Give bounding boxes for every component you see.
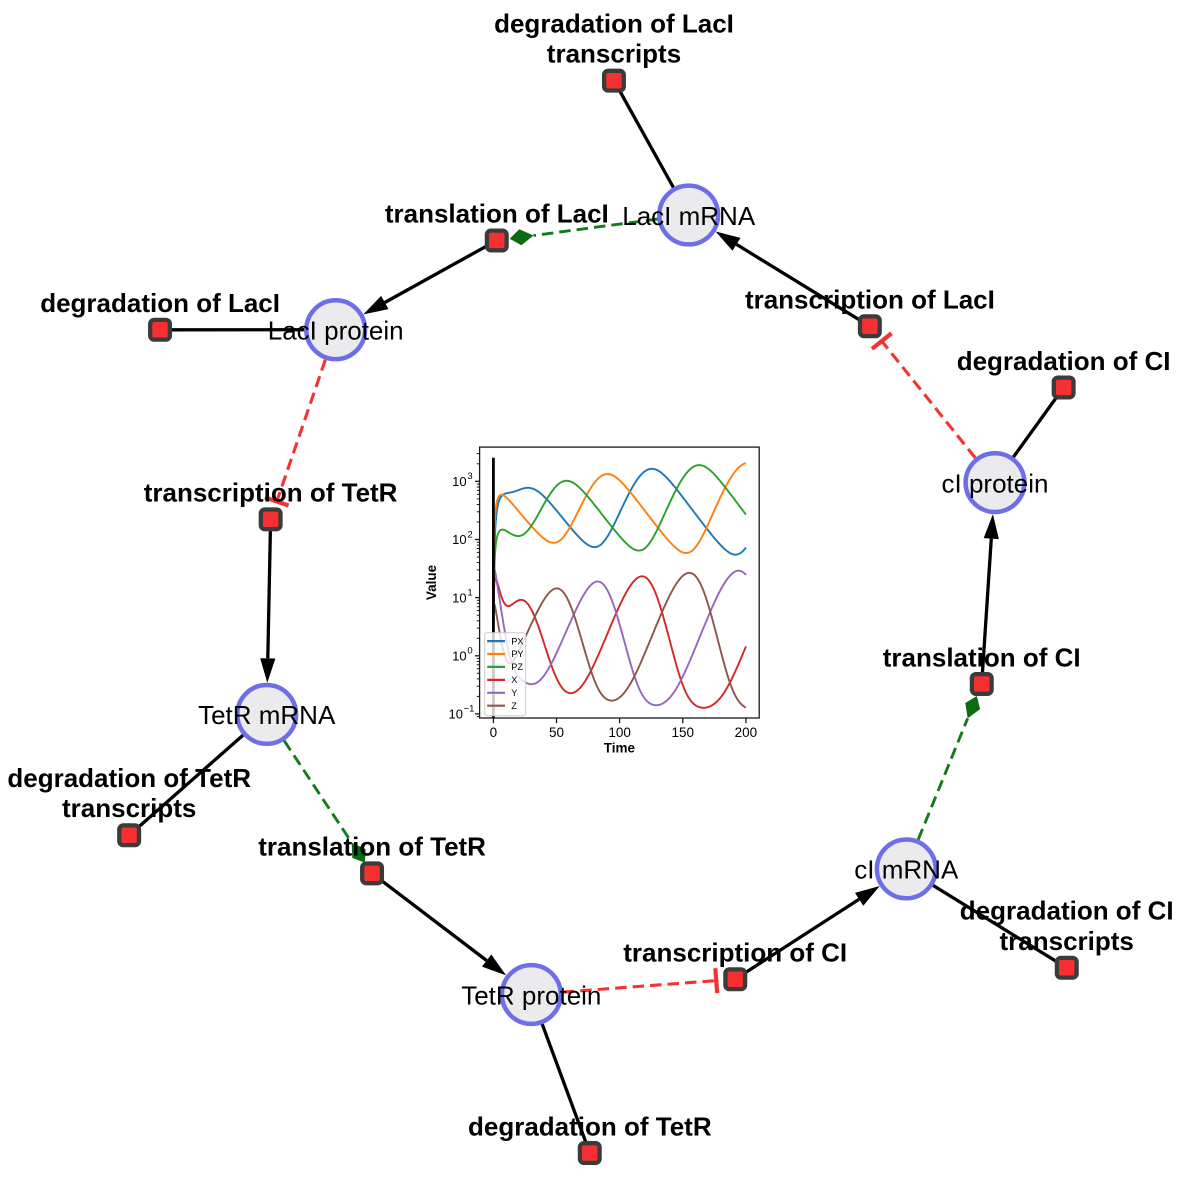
svg-text:degradation of CI: degradation of CI <box>960 896 1174 926</box>
svg-text:degradation of TetR: degradation of TetR <box>468 1111 712 1141</box>
svg-text:Time: Time <box>604 741 636 756</box>
svg-text:transcripts: transcripts <box>547 39 681 69</box>
svg-text:1: 1 <box>467 587 472 598</box>
svg-text:transcripts: transcripts <box>62 793 196 823</box>
svg-text:0: 0 <box>490 725 498 740</box>
svg-text:PX: PX <box>511 636 523 646</box>
svg-text:2: 2 <box>467 529 472 540</box>
svg-text:10: 10 <box>452 474 466 489</box>
svg-text:PZ: PZ <box>511 662 523 672</box>
svg-text:transcripts: transcripts <box>1000 926 1134 956</box>
svg-text:Z: Z <box>511 701 517 711</box>
svg-text:10: 10 <box>452 649 466 664</box>
svg-text:LacI protein: LacI protein <box>268 316 404 346</box>
svg-text:Value: Value <box>424 564 439 600</box>
svg-text:translation of LacI: translation of LacI <box>385 199 609 229</box>
svg-text:transcription of TetR: transcription of TetR <box>144 478 398 508</box>
svg-text:cI mRNA: cI mRNA <box>854 855 959 885</box>
svg-text:3: 3 <box>467 471 472 482</box>
svg-text:X: X <box>511 675 517 685</box>
svg-text:150: 150 <box>672 725 695 740</box>
svg-text:50: 50 <box>549 725 564 740</box>
svg-text:cI protein: cI protein <box>942 468 1049 498</box>
svg-text:−1: −1 <box>464 704 475 715</box>
svg-text:transcription of CI: transcription of CI <box>623 938 847 968</box>
svg-text:10: 10 <box>452 590 466 605</box>
svg-text:10: 10 <box>449 707 463 722</box>
svg-text:0: 0 <box>467 646 472 657</box>
svg-text:transcription of LacI: transcription of LacI <box>745 285 995 315</box>
svg-text:200: 200 <box>735 725 758 740</box>
svg-text:translation of CI: translation of CI <box>883 642 1081 672</box>
svg-text:degradation of LacI: degradation of LacI <box>40 288 280 318</box>
svg-text:Y: Y <box>511 688 517 698</box>
svg-text:translation of TetR: translation of TetR <box>258 832 486 862</box>
svg-text:LacI mRNA: LacI mRNA <box>622 201 756 231</box>
svg-text:TetR mRNA: TetR mRNA <box>198 700 336 730</box>
svg-text:degradation of LacI: degradation of LacI <box>494 8 734 38</box>
svg-text:100: 100 <box>608 725 631 740</box>
svg-text:10: 10 <box>452 532 466 547</box>
svg-text:TetR protein: TetR protein <box>461 980 601 1010</box>
svg-text:degradation of TetR: degradation of TetR <box>7 763 251 793</box>
svg-text:PY: PY <box>511 649 523 659</box>
svg-text:degradation of CI: degradation of CI <box>957 346 1171 376</box>
